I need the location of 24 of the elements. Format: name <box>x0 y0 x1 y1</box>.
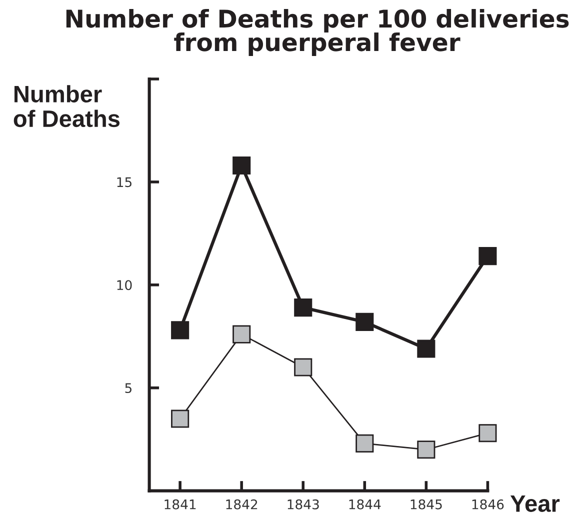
point <box>232 325 251 344</box>
point <box>478 247 497 266</box>
x-tick-label: 1841 <box>164 499 196 510</box>
x-tick-label: 1843 <box>288 499 319 510</box>
y-tick-label: 5 <box>125 383 132 394</box>
point <box>356 434 374 452</box>
point <box>478 424 497 442</box>
x-axis-title: Year <box>510 495 560 512</box>
point <box>171 410 190 428</box>
y-tick-label: 15 <box>117 177 132 188</box>
x-tick-label: 1844 <box>349 499 381 510</box>
point <box>294 358 312 376</box>
point <box>356 312 374 331</box>
x-tick-label: 1842 <box>226 499 258 510</box>
point <box>294 298 312 317</box>
chart-title: Number of Deaths per 100 deliveries from puerperal fever <box>66 9 569 56</box>
point <box>417 340 436 358</box>
point <box>171 321 190 340</box>
y-tick-label: 10 <box>117 280 132 290</box>
point <box>232 156 251 175</box>
x-tick-label: 1846 <box>472 499 504 510</box>
point <box>417 440 436 459</box>
x-tick-label: 1845 <box>410 499 442 510</box>
y-axis-title: Number of Deaths <box>14 85 120 128</box>
